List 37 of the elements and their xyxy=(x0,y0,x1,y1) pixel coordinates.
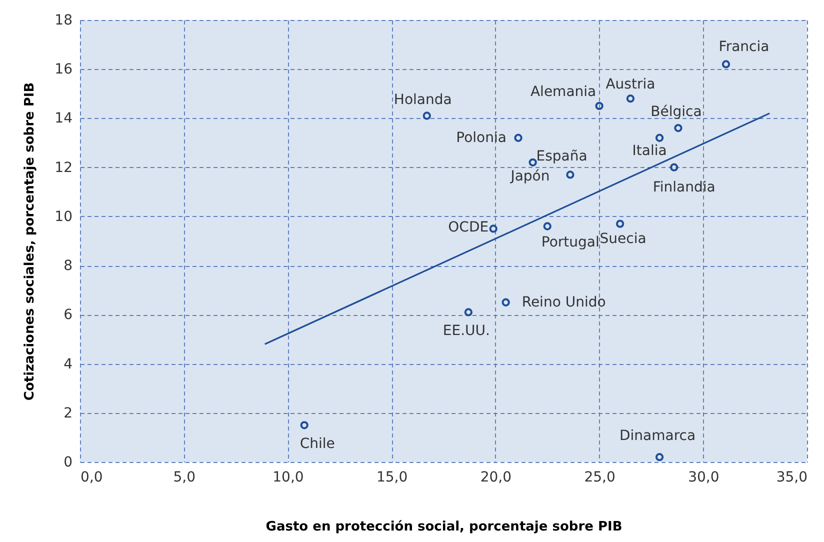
y-tick-label: 0 xyxy=(64,454,72,470)
annotation: Bélgica xyxy=(650,104,702,120)
x-tick-label: 10,0 xyxy=(272,470,304,486)
y-tick-label: 12 xyxy=(54,160,72,176)
y-tick-label: 16 xyxy=(54,62,73,78)
annotation: Chile xyxy=(300,436,335,452)
annotation: Francia xyxy=(718,39,770,56)
annotation: Holanda xyxy=(394,92,452,108)
x-tick-label: 20,0 xyxy=(480,470,512,486)
annotation: España xyxy=(536,148,588,164)
annotation: Reino Unido xyxy=(522,294,606,310)
x-tick-label: 0,0 xyxy=(80,470,103,486)
annotation: Japón xyxy=(510,168,550,185)
annotation: Suecia xyxy=(600,230,646,247)
x-tick-label: 35,0 xyxy=(776,470,808,486)
y-tick-label: 14 xyxy=(54,110,73,127)
x-tick-label: 15,0 xyxy=(376,470,408,486)
annotation: EE.UU. xyxy=(442,323,490,340)
annotation: Austria xyxy=(606,76,656,93)
y-tick-label: 10 xyxy=(54,208,72,225)
x-axis-title: Gasto en protección social, porcentaje sobre PIB xyxy=(266,520,622,534)
annotation: Italia xyxy=(632,142,667,159)
y-axis-title: Cotizaciones sociales, porcentaje sobre PIB xyxy=(22,82,38,401)
annotation: Portugal xyxy=(541,234,600,250)
y-tick-label: 8 xyxy=(64,258,72,274)
y-tick-label: 18 xyxy=(54,12,72,28)
y-tick-label: 4 xyxy=(64,356,73,372)
annotation: Polonia xyxy=(456,130,506,146)
x-tick-label: 25,0 xyxy=(584,470,616,486)
annotation: Alemania xyxy=(530,84,596,100)
annotation: Dinamarca xyxy=(619,428,696,444)
y-tick-label: 2 xyxy=(64,405,72,422)
x-tick-label: 5,0 xyxy=(173,470,196,486)
annotation: OCDE xyxy=(448,220,489,236)
y-tick-label: 6 xyxy=(64,307,73,324)
annotation: Finlandia xyxy=(652,179,716,196)
x-tick-label: 30,0 xyxy=(688,470,720,486)
